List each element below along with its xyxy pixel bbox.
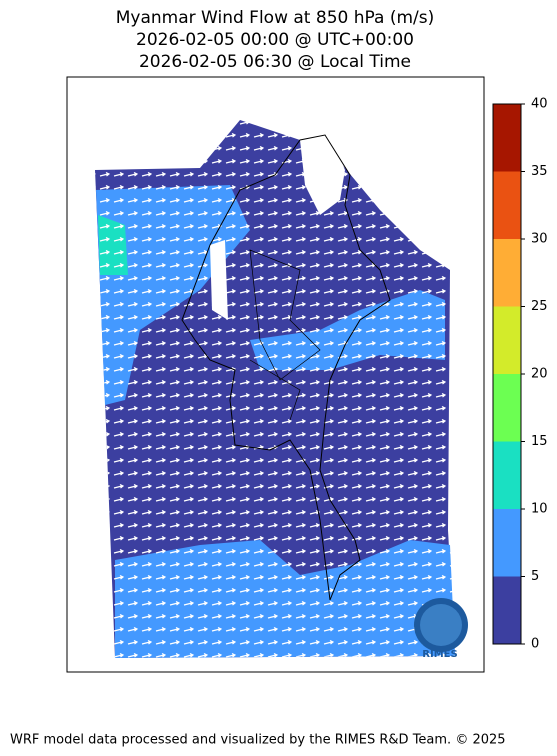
colorbar-tick-label: 15 (531, 434, 548, 449)
title-line: Myanmar Wind Flow at 850 hPa (m/s) (116, 8, 434, 28)
state-borders (249, 249, 321, 421)
colorbar-tick-label: 20 (531, 367, 548, 382)
colorbar-tick-label: 5 (531, 569, 539, 584)
footer: WRF model data processed and visualized … (10, 733, 506, 748)
logo-badge-inner (420, 604, 462, 646)
colorbar-tick-label: 10 (531, 502, 548, 517)
map-area: RIMES (95, 95, 468, 660)
myanmar-border (181, 134, 391, 601)
colorbar-segment (493, 441, 521, 509)
logo-text: RIMES (422, 649, 457, 660)
colorbar-tick-label: 40 (531, 97, 548, 112)
colorbar-segment (493, 306, 521, 374)
colorbar-segment (493, 576, 521, 644)
colorbar-segment (493, 171, 521, 239)
map-frame (66, 76, 485, 673)
title-line: 2026-02-05 00:00 @ UTC+00:00 (136, 30, 414, 50)
colorbar: 0 5 10 15 20 25 30 35 40 (492, 97, 548, 652)
colorbar-segment (493, 374, 521, 442)
colorbar-tick-label: 30 (531, 232, 548, 247)
terrain-mask (210, 240, 228, 320)
colorbar-tick-label: 0 (531, 637, 539, 652)
colorbar-segment (493, 239, 521, 307)
title-line: 2026-02-05 06:30 @ Local Time (139, 52, 411, 72)
wind-arrows (95, 95, 455, 658)
colorbar-segment (493, 509, 521, 577)
colorbar-tick-label: 35 (531, 164, 548, 179)
colorbar-segment (493, 104, 521, 172)
terrain-mask (300, 135, 345, 215)
colorbar-tick-label: 25 (531, 299, 548, 314)
